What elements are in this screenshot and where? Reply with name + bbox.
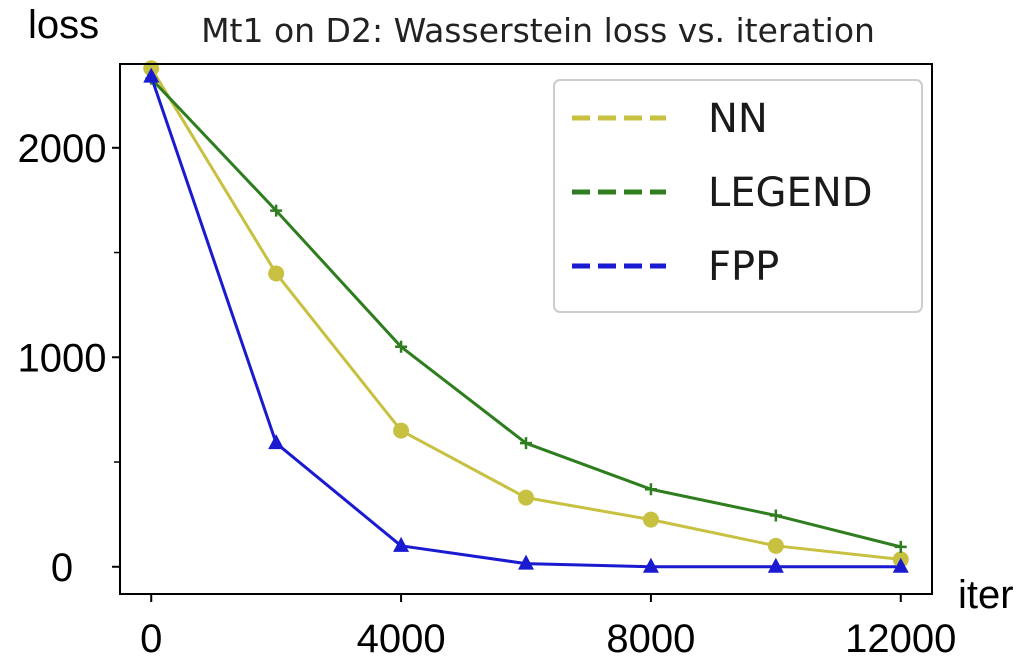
- plot-frame: [119, 63, 933, 595]
- legend-label-legend: LEGEND: [708, 170, 873, 216]
- data-point-plus: [644, 483, 657, 496]
- x-tick-label: 4000: [357, 617, 446, 660]
- data-point-triangle: [892, 557, 909, 573]
- data-point-triangle: [268, 434, 285, 450]
- data-point-circle: [518, 489, 534, 506]
- data-point-plus: [520, 437, 532, 450]
- chart-title: Mt1 on D2: Wasserstein loss vs. iteratio…: [201, 11, 875, 50]
- y-axis-ticks: 0 1000 2000: [18, 127, 120, 590]
- data-point-triangle: [767, 557, 784, 573]
- data-point-triangle: [518, 554, 534, 570]
- x-tick-label: 12000: [845, 617, 956, 660]
- data-point-plus: [894, 540, 907, 553]
- data-point-plus: [270, 204, 283, 217]
- legend-items: NN LEGEND FPP: [572, 96, 873, 290]
- x-tick-label: 0: [140, 617, 162, 660]
- x-axis-ticks: 0 4000 8000 12000: [140, 594, 956, 660]
- data-point-circle: [268, 265, 285, 282]
- y-tick-label: 2000: [18, 127, 107, 171]
- data-point-circle: [642, 511, 659, 528]
- data-point-circle: [767, 537, 784, 554]
- legend: NN LEGEND FPP: [553, 79, 923, 313]
- data-point-plus: [395, 340, 408, 353]
- legend-label-fpp: FPP: [708, 244, 779, 290]
- data-point-triangle: [393, 536, 410, 552]
- data-point-plus: [769, 509, 782, 522]
- x-tick-label: 8000: [606, 617, 695, 660]
- y-tick-label: 1000: [18, 336, 107, 380]
- x-axis-label: iter: [958, 573, 1014, 617]
- y-tick-label: 0: [51, 546, 73, 590]
- legend-label-nn: NN: [708, 96, 768, 142]
- data-point-triangle: [642, 557, 659, 573]
- data-point-circle: [393, 422, 410, 439]
- legend-box: [553, 79, 923, 313]
- y-axis-label: loss: [28, 3, 99, 47]
- series-layer: [143, 60, 909, 573]
- data-point-triangle: [143, 67, 160, 83]
